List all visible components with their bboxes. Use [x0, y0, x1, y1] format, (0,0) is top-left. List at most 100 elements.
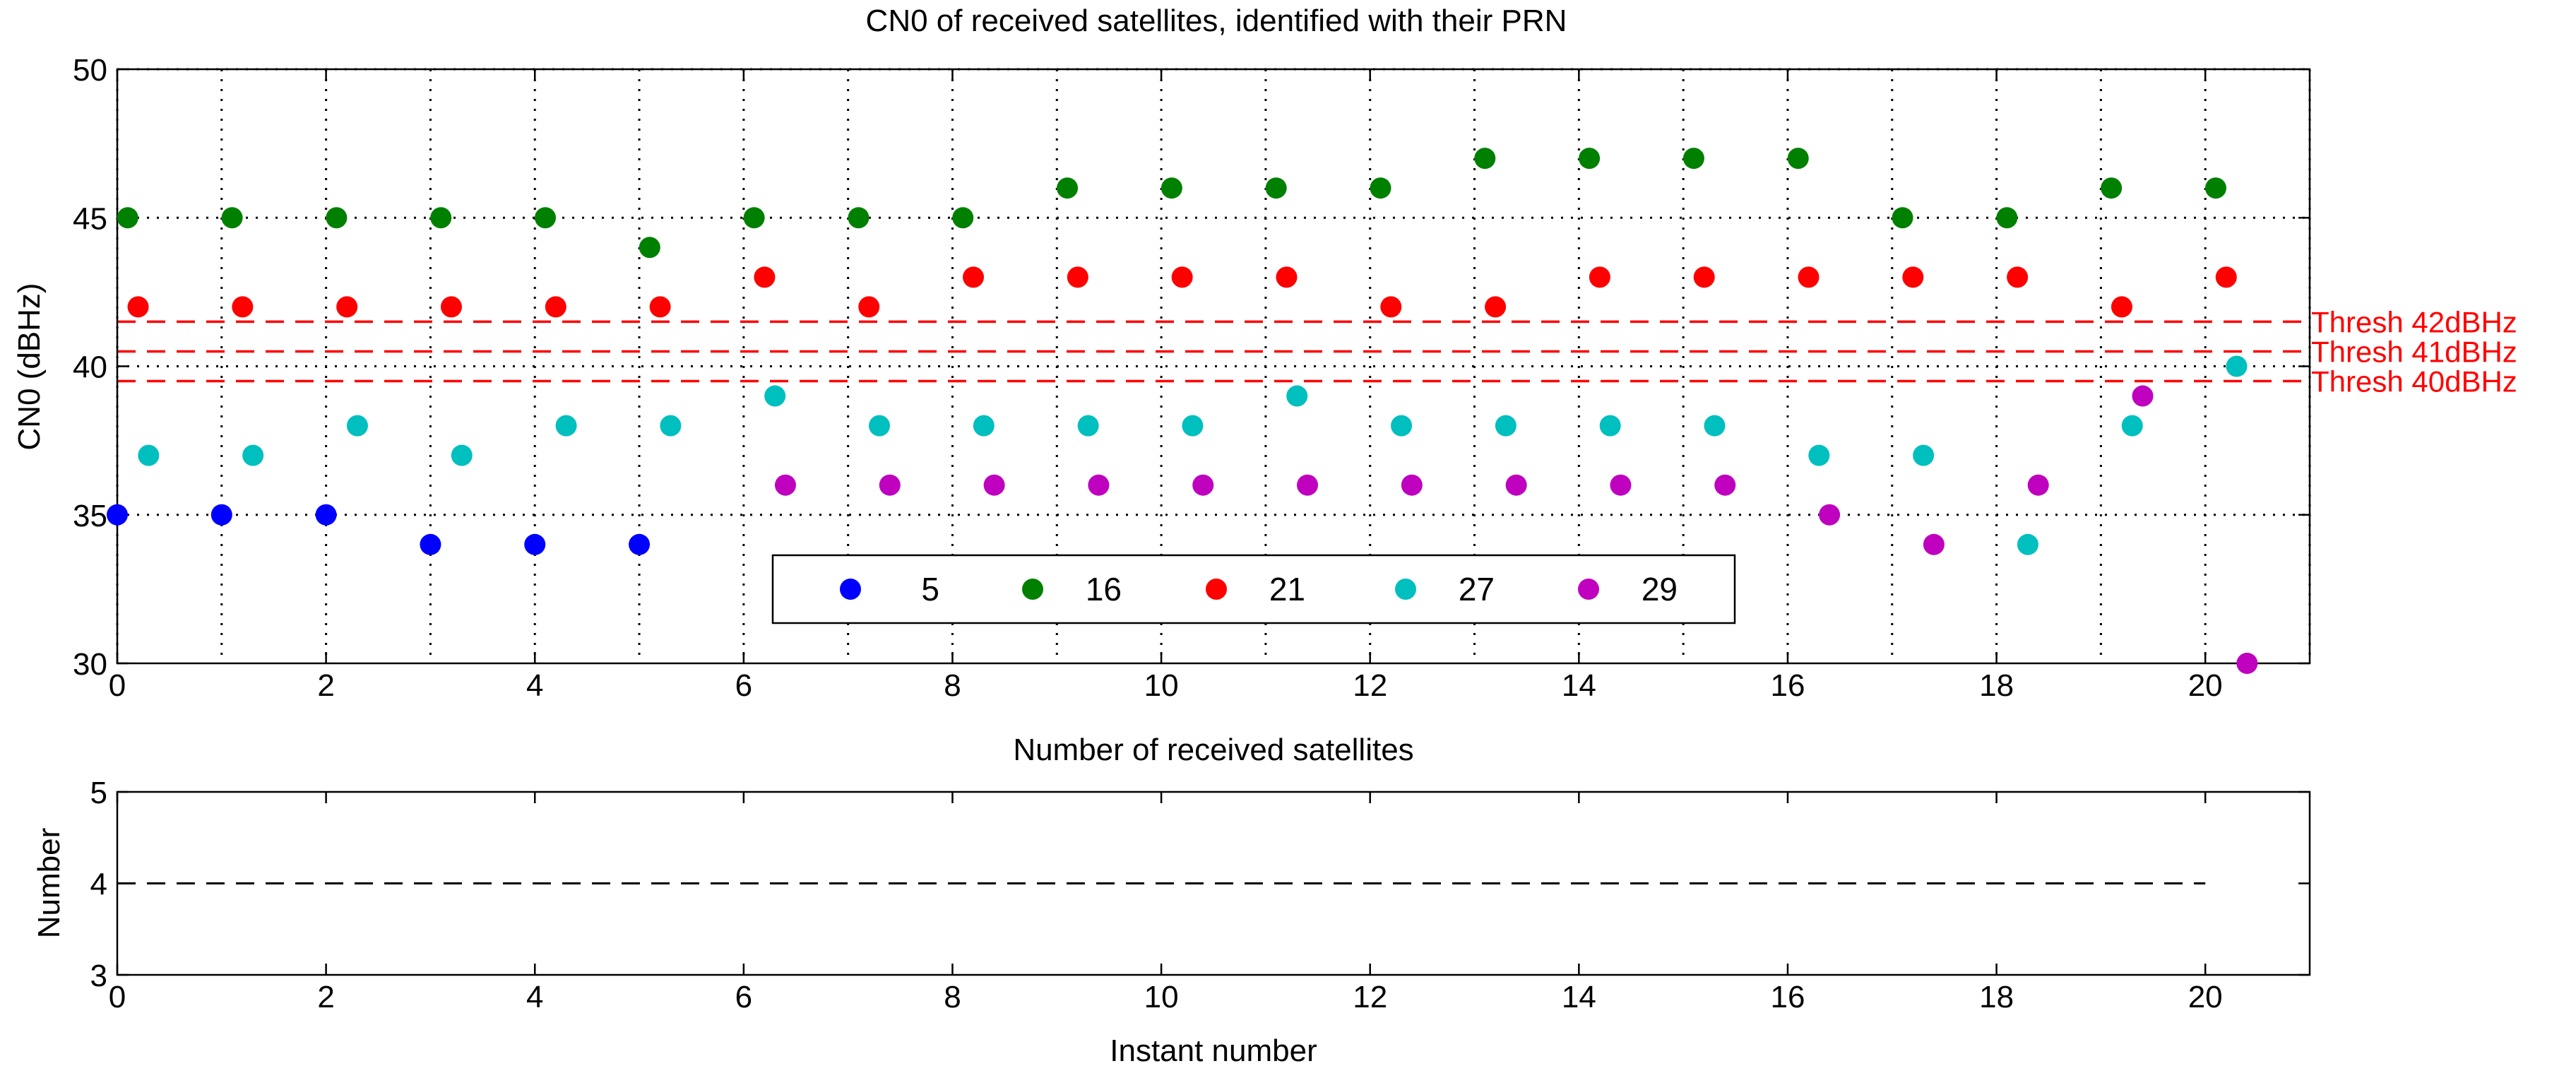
- data-point-prn-27: [1391, 415, 1413, 437]
- x-tick-label: 16: [1770, 980, 1805, 1014]
- legend-label-29: 29: [1642, 571, 1678, 608]
- cn0-scatter-chart: CN0 of received satellites, identified w…: [12, 4, 2517, 767]
- legend-label-16: 16: [1086, 571, 1122, 608]
- top-ticks: 0 2 4 6 8 10 12 14 16 18 20 30 35 40 45 50: [73, 53, 2310, 703]
- data-point-prn-5: [420, 533, 441, 555]
- data-point-prn-16: [326, 207, 348, 229]
- x-tick-label: 8: [944, 980, 961, 1014]
- x-tick-label: 12: [1353, 980, 1387, 1014]
- data-point-prn-27: [451, 444, 473, 466]
- x-tick-label: 8: [944, 668, 961, 703]
- data-point-prn-27: [1808, 444, 1830, 466]
- data-point-prn-16: [1892, 207, 1913, 229]
- x-tick-label: 6: [735, 980, 752, 1014]
- y-tick-label: 4: [90, 867, 107, 902]
- data-point-prn-27: [346, 415, 368, 437]
- data-point-prn-29: [1192, 474, 1214, 496]
- data-point-prn-29: [1505, 474, 1527, 496]
- data-point-prn-21: [1902, 266, 1924, 288]
- data-point-prn-21: [127, 296, 149, 318]
- x-tick-label: 10: [1144, 668, 1179, 703]
- data-point-prn-29: [1610, 474, 1632, 496]
- threshold-label: Thresh 42dBHz: [2311, 305, 2517, 338]
- top-x-axis-label: Number of received satellites: [1013, 733, 1413, 767]
- data-point-prn-16: [2204, 177, 2226, 199]
- data-point-prn-27: [1495, 415, 1516, 437]
- top-y-axis-label: CN0 (dBHz): [12, 283, 47, 450]
- data-point-prn-27: [764, 385, 786, 407]
- data-point-prn-27: [138, 444, 160, 466]
- y-tick-label: 30: [73, 647, 107, 682]
- data-point-prn-21: [1171, 266, 1193, 288]
- y-tick-label: 35: [73, 499, 107, 533]
- y-tick-label: 3: [90, 959, 107, 993]
- data-point-prn-5: [524, 533, 546, 555]
- threshold-label: Thresh 40dBHz: [2311, 365, 2517, 398]
- data-point-prn-27: [2226, 355, 2248, 377]
- data-point-prn-27: [1913, 444, 1935, 466]
- x-tick-label: 20: [2188, 980, 2223, 1014]
- data-point-prn-21: [2111, 296, 2132, 318]
- count-line-chart: 0 2 4 6 8 10 12 14 16 18 20 3 4 5 Instant number Numb…: [32, 776, 2311, 1068]
- legend-label-27: 27: [1459, 571, 1495, 608]
- data-point-prn-16: [743, 207, 765, 229]
- data-point-prn-27: [1077, 415, 1099, 437]
- data-point-prn-16: [430, 207, 452, 229]
- x-tick-label: 18: [1979, 668, 2014, 703]
- x-tick-label: 16: [1770, 668, 1805, 703]
- data-point-prn-27: [1182, 415, 1204, 437]
- data-point-prn-21: [1380, 296, 1402, 318]
- data-point-prn-29: [774, 474, 796, 496]
- data-point-prn-16: [1057, 177, 1079, 199]
- data-point-prn-21: [1693, 266, 1715, 288]
- x-tick-label: 4: [526, 980, 543, 1014]
- data-point-prn-5: [210, 504, 232, 526]
- bottom-y-axis-label: Number: [32, 828, 66, 939]
- x-tick-label: 6: [735, 668, 752, 703]
- legend-marker-29: [1578, 579, 1599, 600]
- x-tick-label: 18: [1979, 980, 2014, 1014]
- x-tick-label: 12: [1353, 668, 1387, 703]
- y-tick-label: 50: [73, 53, 107, 88]
- data-point-prn-16: [221, 207, 243, 229]
- data-point-prn-29: [1088, 474, 1110, 496]
- data-point-prn-21: [440, 296, 462, 318]
- legend-label-5: 5: [921, 571, 939, 608]
- data-point-prn-21: [1485, 296, 1507, 318]
- data-point-prn-27: [555, 415, 577, 437]
- data-point-prn-5: [315, 504, 337, 526]
- data-point-prn-21: [1067, 266, 1088, 288]
- x-tick-label: 4: [526, 668, 543, 703]
- data-point-prn-29: [2027, 474, 2049, 496]
- legend-marker-21: [1206, 579, 1227, 600]
- data-point-prn-21: [1276, 266, 1298, 288]
- data-point-prn-21: [649, 296, 671, 318]
- data-point-prn-21: [2215, 266, 2237, 288]
- data-point-prn-29: [1401, 474, 1423, 496]
- data-point-prn-5: [107, 504, 128, 526]
- data-point-prn-21: [232, 296, 254, 318]
- threshold-label: Thresh 41dBHz: [2311, 335, 2517, 368]
- data-point-prn-27: [973, 415, 995, 437]
- data-point-prn-27: [2121, 415, 2143, 437]
- data-point-prn-21: [858, 296, 880, 318]
- x-tick-label: 2: [317, 668, 334, 703]
- data-point-prn-29: [2132, 385, 2154, 407]
- data-point-prn-16: [1787, 148, 1809, 170]
- data-point-prn-16: [1579, 148, 1601, 170]
- bottom-x-axis-label: Instant number: [1110, 1033, 1317, 1068]
- data-point-prn-16: [1370, 177, 1391, 199]
- data-point-prn-21: [1589, 266, 1610, 288]
- x-tick-label: 20: [2188, 668, 2223, 703]
- data-point-prn-27: [242, 444, 264, 466]
- data-point-prn-16: [1474, 148, 1496, 170]
- scatter-points: [107, 148, 2258, 674]
- data-point-prn-29: [2236, 653, 2258, 674]
- data-point-prn-21: [1798, 266, 1820, 288]
- data-point-prn-16: [848, 207, 869, 229]
- legend-marker-5: [840, 579, 861, 600]
- y-tick-label: 45: [73, 201, 107, 236]
- legend-label-21: 21: [1269, 571, 1305, 608]
- data-point-prn-16: [639, 237, 660, 259]
